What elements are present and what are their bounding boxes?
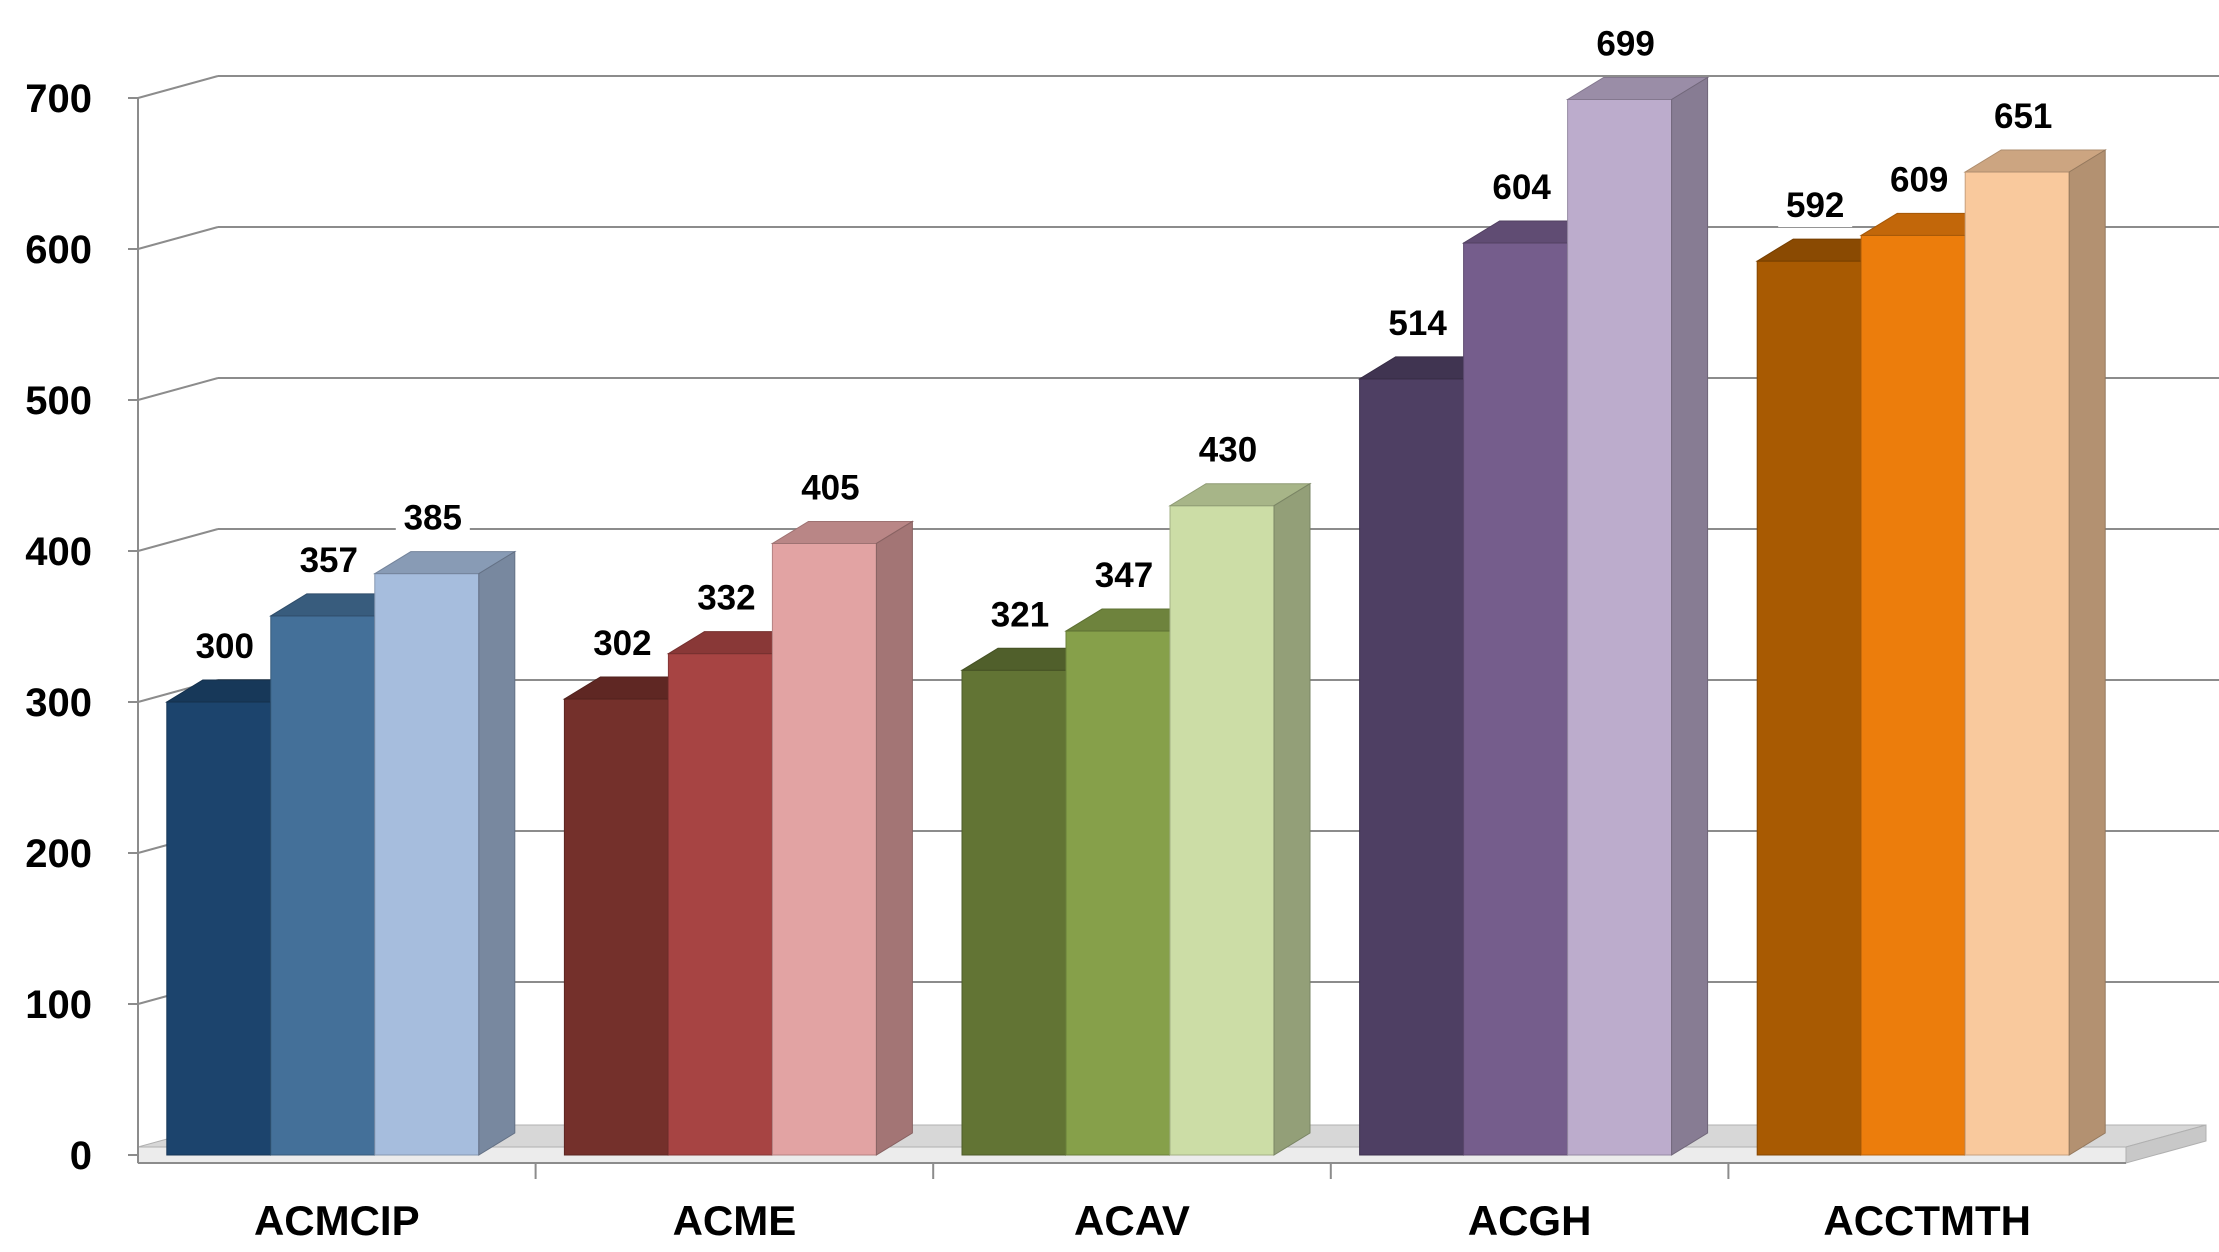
bar-front [1964, 171, 2070, 1156]
data-label: 321 [991, 595, 1049, 634]
bar [1565, 76, 1710, 1156]
y-tick-label: 100 [25, 983, 92, 1027]
data-label-bg [585, 624, 660, 665]
data-label-bg [1986, 97, 2061, 138]
bar-side [1671, 76, 1709, 1156]
data-label: 430 [1199, 431, 1257, 470]
bar-front [771, 542, 877, 1156]
data-label-bg [1882, 161, 1957, 202]
data-label-bg [1087, 557, 1161, 598]
bar-side [1273, 482, 1311, 1156]
y-tick-label: 700 [25, 77, 92, 121]
bar-front [1567, 99, 1673, 1156]
data-label: 332 [697, 579, 755, 618]
data-label: 300 [196, 627, 254, 666]
data-label: 592 [1786, 186, 1844, 225]
x-tick-label: ACAV [1074, 1197, 1190, 1244]
data-label-bg [689, 579, 764, 620]
gridline-connector [137, 226, 219, 250]
bar-side [875, 520, 913, 1156]
x-tick-label: ACGH [1468, 1197, 1592, 1244]
x-tick-label: ACCTMTH [1823, 1197, 2031, 1244]
y-tick-label: 400 [25, 530, 92, 574]
gridline-connector [137, 75, 219, 99]
bar-side [2068, 149, 2106, 1156]
bar-front [1065, 630, 1171, 1156]
gridline-connector [137, 377, 219, 401]
bar [770, 520, 915, 1156]
bar-front [1463, 242, 1569, 1156]
data-label-bg [1484, 168, 1559, 209]
x-tick-label: ACMCIP [254, 1197, 420, 1244]
y-tick-label: 600 [25, 228, 92, 272]
floor-side [2125, 1124, 2207, 1164]
data-label: 609 [1890, 160, 1948, 199]
data-label: 514 [1388, 304, 1447, 343]
data-label-bg [983, 596, 1057, 637]
bar [1168, 482, 1312, 1156]
data-label-bg [187, 628, 262, 668]
bar-front [270, 615, 376, 1156]
data-label: 357 [300, 541, 358, 580]
bar-front [1860, 234, 1966, 1156]
bar [373, 550, 517, 1156]
data-label-bg [1191, 431, 1265, 472]
data-label-bg [395, 499, 470, 540]
labels-layer: 300 357 385 302 332 405 321 347 430 514 604 699 592 6… [187, 25, 2061, 668]
bar-front [961, 669, 1067, 1156]
y-tick-label: 0 [70, 1134, 92, 1178]
data-label: 385 [404, 499, 462, 538]
bar-front [1756, 260, 1862, 1156]
bars-layer [165, 76, 2107, 1156]
x-tick-label: ACME [673, 1197, 797, 1244]
bar-front [667, 653, 773, 1156]
bar-front [1169, 505, 1275, 1156]
gridline-connector [137, 528, 219, 552]
data-label: 651 [1994, 97, 2052, 136]
y-tick-label: 200 [25, 832, 92, 876]
bar-front [374, 573, 480, 1156]
bar [960, 647, 1104, 1156]
data-label-bg [1588, 25, 1663, 66]
data-label-bg [1778, 187, 1853, 228]
bar-front [563, 698, 669, 1156]
data-label-bg [1380, 304, 1455, 345]
data-label-bg [793, 469, 868, 510]
data-label: 347 [1095, 556, 1153, 595]
data-label: 302 [593, 624, 651, 663]
bar-side [478, 550, 516, 1156]
data-label: 699 [1596, 25, 1654, 64]
y-tick-label: 500 [25, 379, 92, 423]
bar-front [166, 701, 272, 1156]
bar-front [1359, 378, 1465, 1156]
bar [1963, 149, 2107, 1156]
data-label-bg [291, 541, 366, 582]
data-label: 405 [801, 468, 859, 507]
y-tick-label: 300 [25, 681, 92, 725]
data-label: 604 [1492, 168, 1551, 207]
